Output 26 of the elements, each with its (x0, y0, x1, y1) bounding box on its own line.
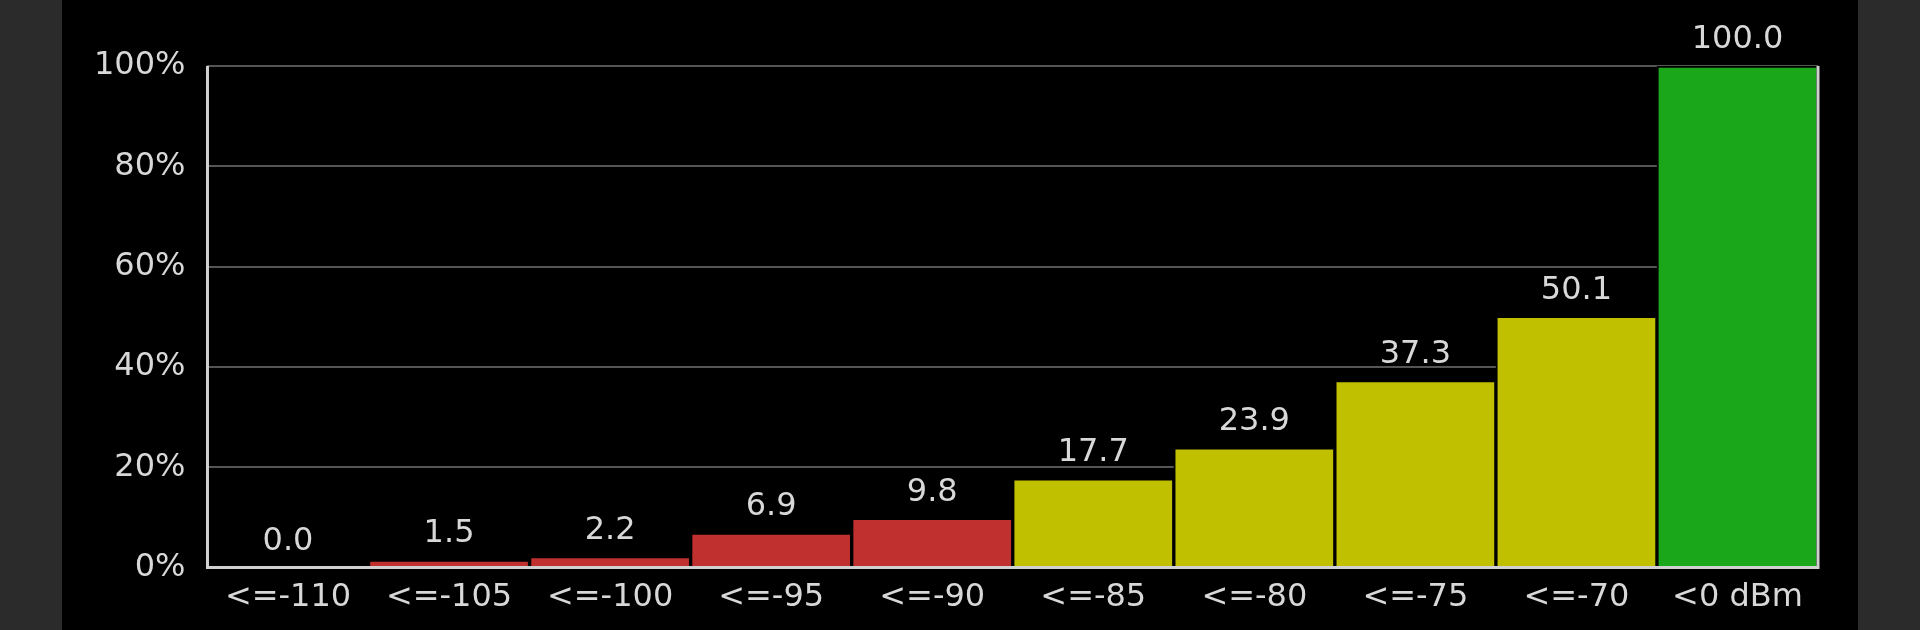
data-label: 0.0 (262, 519, 314, 558)
y-tick-label: 0% (134, 545, 186, 584)
data-label: 100.0 (1691, 18, 1784, 57)
data-label: 6.9 (745, 485, 797, 524)
data-label: 2.2 (584, 508, 636, 547)
data-label: 37.3 (1379, 332, 1451, 371)
x-tick-label: <=-110 (224, 576, 352, 615)
data-label: 17.7 (1057, 431, 1129, 470)
y-tick-label: 60% (114, 244, 186, 283)
x-tick-label: <=-80 (1201, 576, 1308, 615)
y-tick-label: 20% (114, 445, 186, 484)
x-tick-label: <=-100 (546, 576, 674, 615)
y-tick-label: 40% (114, 345, 186, 384)
x-tick-label: <0 dBm (1672, 576, 1803, 615)
data-label: 50.1 (1540, 268, 1613, 307)
x-tick-label: <=-75 (1362, 576, 1469, 615)
x-tick-label: <=-105 (385, 576, 513, 615)
data-label: 9.8 (906, 470, 958, 509)
x-tick-label: <=-95 (718, 576, 825, 615)
y-tick-label: 80% (114, 144, 186, 183)
data-label: 1.5 (423, 512, 475, 551)
x-tick-label: <=-90 (879, 576, 986, 615)
data-label: 23.9 (1218, 400, 1290, 439)
y-tick-label: 100% (94, 44, 186, 83)
x-tick-label: <=-70 (1523, 576, 1630, 615)
x-tick-label: <=-85 (1040, 576, 1147, 615)
